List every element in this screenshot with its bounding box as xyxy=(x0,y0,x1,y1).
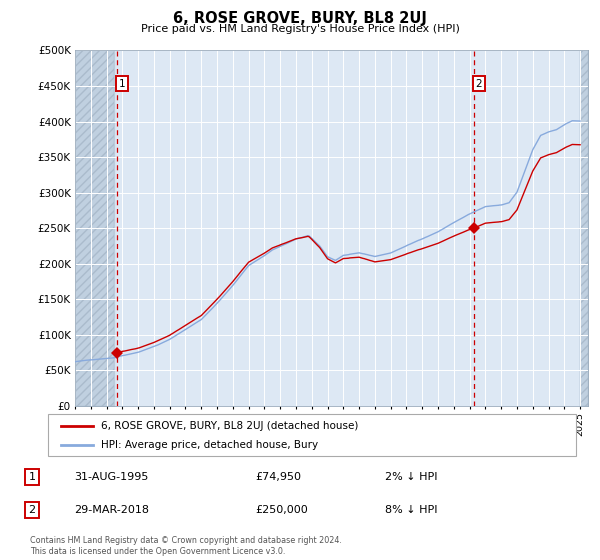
FancyBboxPatch shape xyxy=(48,414,576,456)
Text: 2: 2 xyxy=(475,79,482,89)
Text: 31-AUG-1995: 31-AUG-1995 xyxy=(74,472,149,482)
Text: £250,000: £250,000 xyxy=(255,505,308,515)
Text: 2: 2 xyxy=(29,505,35,515)
Text: HPI: Average price, detached house, Bury: HPI: Average price, detached house, Bury xyxy=(101,440,318,450)
Text: Contains HM Land Registry data © Crown copyright and database right 2024.
This d: Contains HM Land Registry data © Crown c… xyxy=(30,536,342,556)
Text: £74,950: £74,950 xyxy=(255,472,301,482)
Text: 1: 1 xyxy=(119,79,125,89)
Text: 6, ROSE GROVE, BURY, BL8 2UJ: 6, ROSE GROVE, BURY, BL8 2UJ xyxy=(173,11,427,26)
Text: 8% ↓ HPI: 8% ↓ HPI xyxy=(385,505,437,515)
Text: 2% ↓ HPI: 2% ↓ HPI xyxy=(385,472,437,482)
Text: 1: 1 xyxy=(29,472,35,482)
Text: 6, ROSE GROVE, BURY, BL8 2UJ (detached house): 6, ROSE GROVE, BURY, BL8 2UJ (detached h… xyxy=(101,421,358,431)
Text: 29-MAR-2018: 29-MAR-2018 xyxy=(74,505,149,515)
Text: Price paid vs. HM Land Registry's House Price Index (HPI): Price paid vs. HM Land Registry's House … xyxy=(140,24,460,34)
